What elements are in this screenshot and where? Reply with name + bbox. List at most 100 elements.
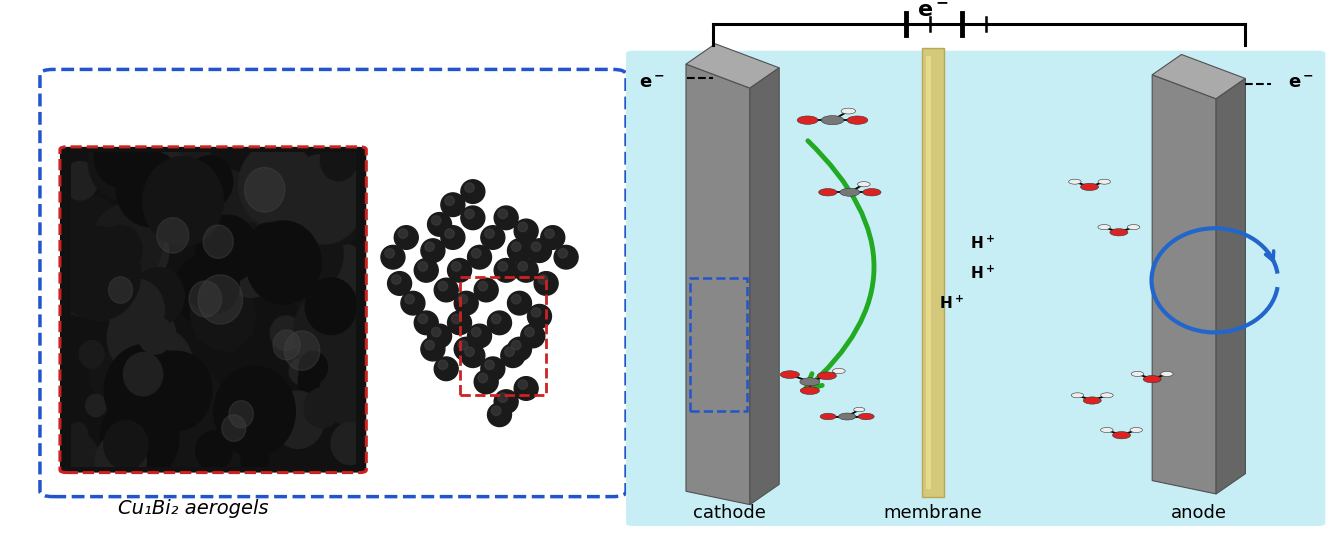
Polygon shape — [1216, 78, 1245, 494]
Circle shape — [148, 148, 186, 192]
Circle shape — [137, 316, 172, 354]
Circle shape — [108, 277, 133, 303]
Circle shape — [1100, 393, 1114, 398]
Circle shape — [381, 246, 405, 269]
Circle shape — [1130, 428, 1143, 433]
Circle shape — [246, 221, 321, 304]
Circle shape — [525, 327, 534, 337]
Circle shape — [1112, 431, 1131, 439]
Circle shape — [388, 272, 412, 295]
Circle shape — [301, 312, 325, 339]
Circle shape — [1127, 225, 1140, 230]
Circle shape — [405, 294, 414, 304]
Circle shape — [1083, 397, 1102, 404]
Circle shape — [104, 344, 188, 437]
Circle shape — [454, 337, 478, 361]
Circle shape — [282, 395, 300, 414]
Circle shape — [189, 281, 221, 317]
Circle shape — [448, 311, 472, 335]
Circle shape — [494, 258, 518, 282]
Circle shape — [320, 360, 370, 416]
Circle shape — [332, 422, 369, 465]
Circle shape — [272, 391, 324, 449]
Circle shape — [249, 223, 290, 269]
Circle shape — [461, 180, 485, 203]
Circle shape — [100, 395, 178, 481]
Circle shape — [320, 140, 357, 180]
Circle shape — [210, 420, 269, 485]
Circle shape — [781, 371, 799, 379]
Circle shape — [858, 413, 874, 420]
Circle shape — [498, 209, 507, 218]
Text: $\mathbf{e^-}$: $\mathbf{e^-}$ — [638, 74, 665, 92]
Circle shape — [188, 257, 240, 313]
Circle shape — [514, 376, 538, 400]
Circle shape — [89, 352, 132, 398]
Circle shape — [104, 389, 141, 430]
Circle shape — [432, 216, 441, 225]
Circle shape — [56, 226, 141, 320]
Circle shape — [481, 357, 505, 381]
Circle shape — [229, 400, 253, 428]
Circle shape — [1160, 372, 1173, 376]
Circle shape — [1068, 179, 1082, 184]
Circle shape — [858, 182, 870, 187]
Circle shape — [839, 413, 856, 420]
Circle shape — [498, 262, 507, 271]
Circle shape — [518, 380, 527, 389]
Circle shape — [99, 225, 143, 273]
Circle shape — [492, 406, 501, 415]
Circle shape — [190, 279, 254, 350]
Circle shape — [465, 347, 474, 357]
Circle shape — [414, 258, 438, 282]
Text: cathode: cathode — [694, 504, 766, 522]
Circle shape — [95, 129, 147, 187]
Circle shape — [481, 226, 505, 249]
Circle shape — [398, 229, 408, 238]
Circle shape — [494, 206, 518, 230]
Circle shape — [425, 341, 434, 350]
Circle shape — [428, 213, 452, 236]
Circle shape — [428, 324, 452, 348]
Polygon shape — [686, 44, 779, 88]
Circle shape — [554, 246, 578, 269]
Circle shape — [821, 116, 844, 124]
Text: Cu₁Bi₂ aerogels: Cu₁Bi₂ aerogels — [119, 499, 268, 518]
Circle shape — [140, 351, 212, 431]
Circle shape — [392, 275, 401, 284]
Circle shape — [531, 242, 541, 252]
Circle shape — [224, 238, 277, 297]
Circle shape — [289, 358, 313, 384]
Circle shape — [819, 189, 836, 196]
Circle shape — [305, 278, 357, 335]
Circle shape — [63, 161, 97, 200]
Circle shape — [445, 229, 454, 238]
Circle shape — [505, 347, 514, 357]
Circle shape — [441, 226, 465, 249]
Circle shape — [318, 266, 336, 286]
FancyBboxPatch shape — [626, 51, 1325, 526]
Circle shape — [465, 183, 474, 192]
Circle shape — [465, 209, 474, 218]
Circle shape — [485, 229, 494, 238]
Circle shape — [518, 262, 527, 271]
Circle shape — [298, 351, 328, 383]
Circle shape — [1098, 179, 1111, 184]
Circle shape — [461, 206, 485, 230]
Circle shape — [468, 324, 492, 348]
Circle shape — [68, 422, 88, 444]
FancyBboxPatch shape — [60, 147, 366, 473]
Circle shape — [458, 294, 468, 304]
Circle shape — [284, 154, 364, 244]
Text: $\mathbf{e^-}$: $\mathbf{e^-}$ — [916, 1, 948, 21]
Circle shape — [799, 378, 821, 386]
Circle shape — [1098, 225, 1111, 230]
Circle shape — [840, 189, 860, 197]
Circle shape — [534, 272, 558, 295]
Circle shape — [438, 360, 448, 370]
Circle shape — [401, 292, 425, 315]
Circle shape — [317, 171, 352, 210]
Circle shape — [498, 393, 507, 403]
Circle shape — [47, 431, 99, 489]
Circle shape — [385, 248, 394, 258]
